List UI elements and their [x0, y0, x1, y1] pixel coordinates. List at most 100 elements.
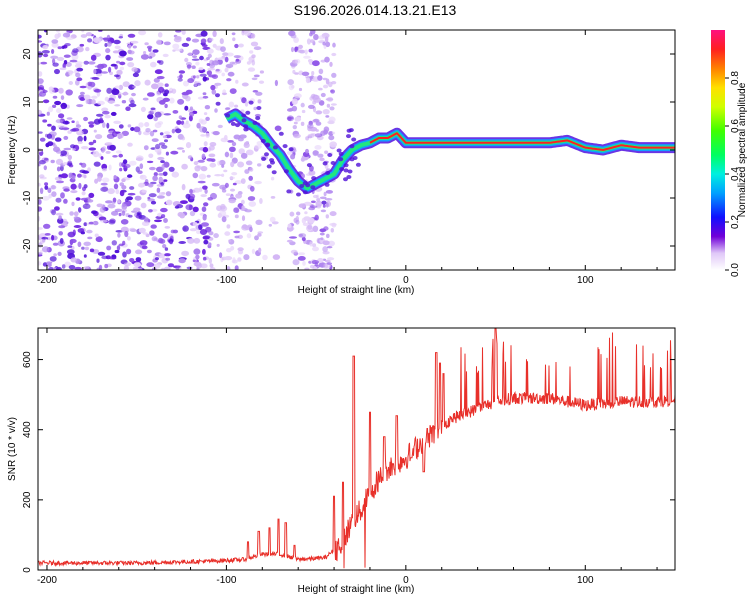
- spectrogram-speckle: [143, 51, 147, 55]
- spectrogram-speckle: [73, 216, 80, 220]
- spectrogram-speckle: [51, 209, 57, 216]
- spectrogram-speckle: [52, 104, 57, 109]
- spectrogram-speckle: [164, 89, 170, 95]
- spectrogram-speckle: [201, 222, 209, 227]
- ridge-speckle: [230, 121, 236, 126]
- spectrogram-speckle: [101, 255, 109, 260]
- spectrogram-speckle: [138, 30, 147, 36]
- spectrogram-speckle: [58, 231, 63, 236]
- ridge-speckle: [296, 192, 301, 197]
- spectrogram-speckle: [331, 72, 337, 78]
- spectrogram-speckle: [274, 125, 282, 132]
- spectrogram-speckle: [58, 87, 64, 94]
- spectrogram-speckle: [96, 113, 104, 117]
- spectrogram-speckle: [141, 189, 147, 193]
- ridge-speckle: [338, 151, 344, 156]
- spectrogram-speckle: [101, 107, 109, 112]
- spectrogram-speckle: [208, 153, 216, 158]
- spectrogram-speckle: [101, 71, 108, 74]
- ridge-speckle: [272, 145, 278, 150]
- spectrogram-speckle: [209, 267, 216, 270]
- spectrogram-speckle: [175, 128, 182, 134]
- spectrogram-speckle: [132, 72, 139, 78]
- spectrogram-speckle: [70, 183, 77, 190]
- spectrogram-speckle: [75, 124, 82, 128]
- snr-xtick-label: -100: [216, 575, 236, 586]
- colorbar: 0.0 0.2 0.4 0.6 0.8 Normalized spectral ampl…: [711, 30, 748, 277]
- spectrogram-speckle: [75, 197, 81, 201]
- spectrogram-speckle: [121, 100, 127, 104]
- spectrogram-speckle: [221, 173, 225, 177]
- spectrogram-speckle: [129, 258, 135, 263]
- spectrogram-speckle: [224, 151, 230, 158]
- spectrogram-speckle: [189, 111, 195, 117]
- spectrogram-speckle: [100, 186, 109, 192]
- spectrogram-speckle: [326, 233, 330, 239]
- spectrogram-speckle: [172, 110, 179, 114]
- ridge-speckle: [283, 169, 289, 174]
- spectrogram-speckle: [331, 131, 336, 135]
- ridge-speckle: [252, 120, 258, 125]
- spectrogram-speckle: [187, 237, 195, 244]
- spectrogram-speckle: [38, 261, 42, 266]
- spectrogram-speckle: [251, 248, 255, 254]
- spectrogram-speckle: [216, 243, 220, 247]
- spectrogram-speckle: [117, 133, 124, 139]
- spectrogram-speckle: [140, 106, 146, 112]
- spectrogram-speckle: [172, 43, 180, 50]
- spectrogram-speckle: [181, 163, 188, 170]
- spectrogram-speckle: [58, 225, 66, 229]
- spectrogram-speckle: [143, 145, 149, 151]
- spectrogram-speckle: [66, 162, 73, 166]
- spectrogram-speckle: [325, 214, 329, 219]
- spectrogram-speckle: [147, 92, 155, 97]
- spectrogram-speckle: [155, 143, 161, 150]
- spectrogram-speckle: [60, 173, 68, 179]
- spectrogram-speckle: [287, 108, 293, 112]
- spectrogram-speckle: [57, 46, 62, 50]
- spectrogram-speckle: [211, 89, 217, 95]
- spectrogram-speckle: [293, 121, 298, 125]
- spectrogram-speckle: [117, 232, 121, 238]
- spectrogram-speckle: [208, 74, 217, 78]
- spectrogram-speckle: [255, 219, 263, 225]
- spectrogram-speckle: [238, 43, 244, 48]
- spectrogram-speckle: [208, 145, 215, 151]
- spectrogram-speckle: [205, 132, 210, 138]
- spectrogram-speckle: [309, 264, 315, 269]
- spectrogram-speckle: [56, 108, 62, 114]
- spectrogram-speckle: [234, 180, 243, 185]
- spectrogram-speckle: [79, 85, 87, 89]
- spectrogram-speckle: [195, 254, 200, 260]
- spectrogram-speckle: [56, 166, 61, 172]
- spectrogram-speckle: [318, 68, 324, 75]
- spectrogram-speckle: [226, 266, 231, 270]
- spectrogram-speckle: [144, 79, 151, 86]
- spectrogram-speckle: [188, 193, 196, 200]
- snr-ytick-label: 600: [22, 351, 33, 368]
- spectrogram-speckle: [109, 144, 116, 151]
- ridge-speckle: [261, 156, 267, 161]
- ridge-speckle: [339, 167, 345, 172]
- snr-xlabel: Height of straight line (km): [298, 584, 415, 595]
- spectrogram-speckle: [49, 256, 57, 262]
- spectrogram-speckle: [286, 115, 294, 122]
- spectrogram-speckle: [79, 162, 83, 166]
- spectrogram-speckle: [221, 164, 225, 168]
- spectrogram-speckle: [160, 207, 168, 213]
- spectrogram-speckle: [219, 38, 224, 45]
- spectrogram-speckle: [77, 173, 82, 178]
- spectrogram-speckle: [325, 98, 334, 101]
- spectrogram-speckle: [240, 178, 246, 185]
- spectrogram-speckle: [330, 103, 337, 106]
- spectrogram-speckle: [319, 157, 325, 162]
- spectrogram-speckle: [124, 230, 129, 238]
- spectrogram-speckle: [38, 199, 42, 205]
- spectrogram-speckle: [93, 68, 97, 75]
- spectrogram-speckle: [87, 121, 95, 125]
- spectrogram-speckle: [196, 263, 202, 269]
- spectrogram-speckle: [76, 104, 84, 108]
- spectrogram-speckle: [132, 45, 137, 49]
- spectrogram-speckle: [163, 179, 168, 182]
- spectrogram-speckle: [158, 237, 164, 244]
